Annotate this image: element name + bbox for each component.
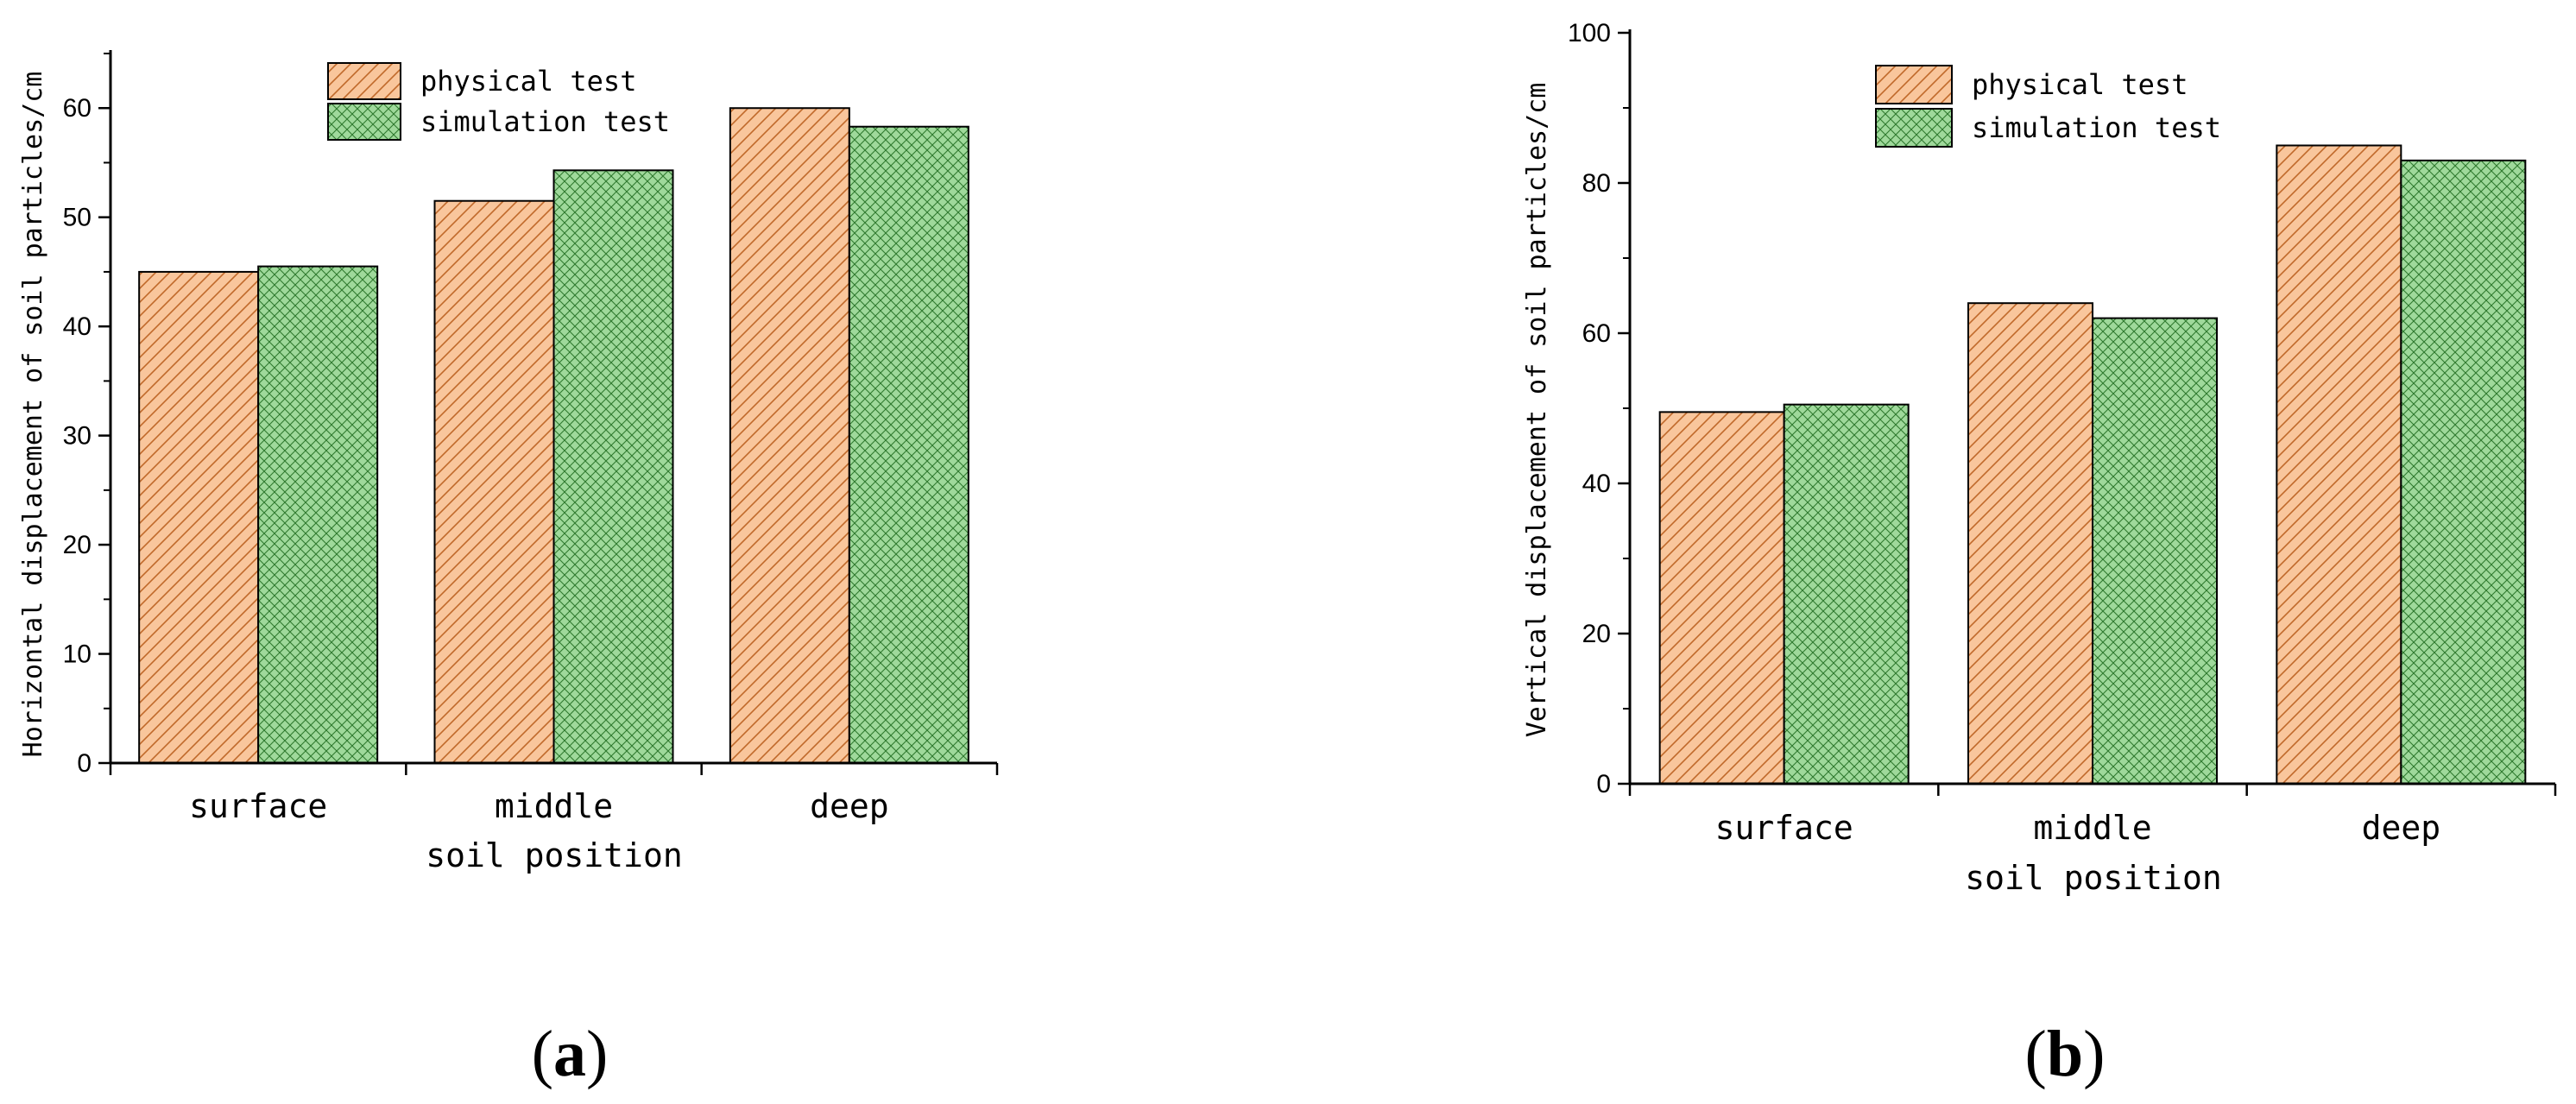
legend-swatch-physical-test <box>327 62 401 100</box>
legend-label: simulation test <box>420 105 670 138</box>
bar-physical-test-surface <box>1658 411 1785 785</box>
y-tick-label: 40 <box>63 312 92 341</box>
axes: surface middle deep 0 20 40 60 80 100 <box>1568 19 2557 847</box>
x-tick-label: middle <box>495 787 613 825</box>
panel-letter-a: a <box>553 1018 586 1090</box>
chart-panel-b: surface middle deep 0 20 40 60 80 100 physical t… <box>1522 19 2557 1090</box>
panel-label-a: (a) <box>532 1018 609 1090</box>
bar-simulation-test-deep <box>848 125 969 764</box>
y-tick-label: 80 <box>1582 169 1611 198</box>
y-tick-label: 0 <box>1596 770 1611 798</box>
x-tick-label: middle <box>2033 809 2151 847</box>
bar-simulation-test-surface <box>257 265 379 765</box>
chart-panel-a: surface middle deep 0 10 20 30 40 50 60 physical … <box>18 50 999 1090</box>
y-tick-label: 20 <box>63 531 92 559</box>
y-tick-label: 60 <box>63 94 92 123</box>
bar-group <box>1658 144 2527 785</box>
bar-simulation-test-middle <box>552 169 674 764</box>
bar-physical-test-middle <box>433 199 555 764</box>
y-tick-label: 0 <box>77 749 92 778</box>
panel-label-b: (b) <box>2025 1018 2106 1090</box>
y-tick-label: 60 <box>1582 319 1611 348</box>
legend-swatch-simulation-test <box>327 103 401 141</box>
y-axis-title: Vertical displacement of soil particles/… <box>1522 83 1552 738</box>
y-tick-label: 10 <box>63 640 92 669</box>
legend: physical test simulation test <box>327 62 670 141</box>
bar-group <box>138 107 969 765</box>
x-axis-title: soil position <box>426 836 682 874</box>
legend-label: physical test <box>420 65 636 98</box>
y-tick-label: 40 <box>1582 470 1611 498</box>
x-tick-label: deep <box>2362 809 2441 847</box>
y-tick-label: 30 <box>63 422 92 451</box>
y-tick-label: 50 <box>63 204 92 232</box>
x-tick-label: surface <box>1715 809 1853 847</box>
legend-label: simulation test <box>1972 111 2221 144</box>
x-tick-label: deep <box>810 787 889 825</box>
y-tick-label: 20 <box>1582 620 1611 648</box>
legend: physical test simulation test <box>1875 65 2221 148</box>
legend-swatch-simulation-test <box>1875 108 1953 148</box>
bar-simulation-test-middle <box>2092 317 2218 785</box>
bar-physical-test-surface <box>138 270 260 764</box>
panel-letter-b: b <box>2047 1018 2083 1090</box>
axes: surface middle deep 0 10 20 30 40 50 60 <box>63 50 999 825</box>
legend-label: physical test <box>1972 68 2188 101</box>
bar-physical-test-deep <box>729 107 850 764</box>
bar-physical-test-deep <box>2276 144 2402 785</box>
legend-swatch-physical-test <box>1875 65 1953 104</box>
bar-simulation-test-surface <box>1783 403 1910 785</box>
x-axis-title: soil position <box>1965 859 2221 897</box>
y-axis-title: Horizontal displacement of soil particle… <box>18 72 48 758</box>
y-tick-label: 100 <box>1568 19 1611 47</box>
bar-simulation-test-deep <box>2400 159 2527 785</box>
x-tick-label: surface <box>189 787 327 825</box>
bar-physical-test-middle <box>1967 302 2093 785</box>
